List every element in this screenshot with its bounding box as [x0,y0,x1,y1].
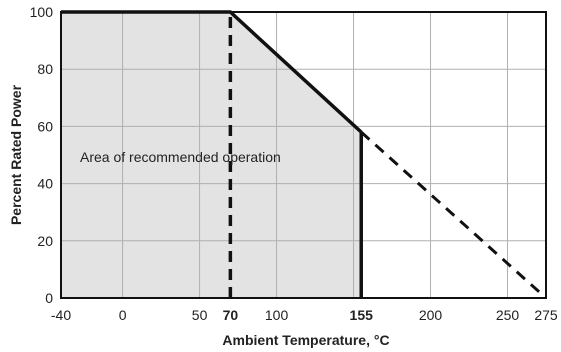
shade-layer [61,12,362,298]
recommended-operation-area [61,12,362,298]
x-tick-label-275: 275 [534,307,558,323]
y-tick-label-100: 100 [30,4,54,20]
y-tick-label-40: 40 [37,176,53,192]
y-tick-label-20: 20 [37,233,53,249]
x-tick-label-100: 100 [265,307,289,323]
y-tick-label-0: 0 [45,290,53,306]
x-axis-title: Ambient Temperature, °C [222,332,389,348]
y-tick-label-60: 60 [37,118,53,134]
y-axis-title: Percent Rated Power [8,84,24,225]
x-tick-label-70: 70 [223,307,239,323]
frame-layer [60,11,547,299]
derating-curve-dashed [360,131,548,300]
grid-layer [61,12,546,298]
plot-frame [60,11,547,299]
x-tick-label-0: 0 [119,307,127,323]
x-tick-label--40: -40 [51,307,71,323]
y-tick-label-80: 80 [37,61,53,77]
x-tick-label-155: 155 [350,307,374,323]
annotation-recommended-operation: Area of recommended operation [80,149,281,165]
x-tick-label-250: 250 [496,307,520,323]
x-tick-label-200: 200 [419,307,443,323]
x-tick-label-50: 50 [192,307,208,323]
